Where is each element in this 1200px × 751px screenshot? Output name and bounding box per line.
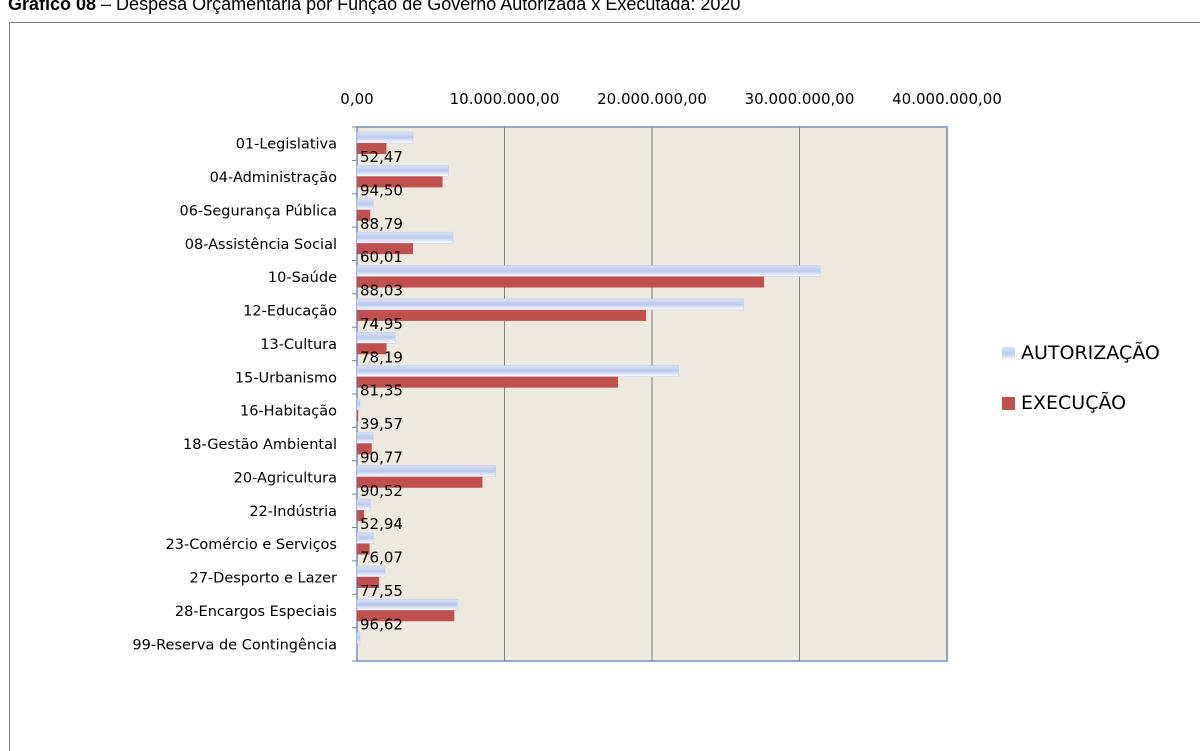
bar-execucao bbox=[357, 443, 372, 455]
category-label: 08-Assistência Social bbox=[185, 237, 337, 253]
category-label: 28-Encargos Especiais bbox=[175, 604, 337, 620]
bars bbox=[356, 131, 821, 644]
bar-autorizacao bbox=[356, 365, 679, 377]
bar-autorizacao bbox=[356, 398, 361, 411]
bar-execucao bbox=[357, 343, 387, 355]
bar-execucao bbox=[357, 243, 414, 255]
category-label: 23-Comércio e Serviços bbox=[166, 537, 337, 553]
bar-autorizacao bbox=[356, 465, 496, 478]
bar-execucao bbox=[357, 276, 765, 288]
data-label: 90,52 bbox=[360, 482, 403, 500]
data-label: 77,55 bbox=[360, 582, 403, 600]
category-label: 20-Agricultura bbox=[234, 470, 337, 486]
bar-autorizacao bbox=[356, 599, 458, 611]
bar-execucao bbox=[357, 410, 359, 422]
data-label: 52,47 bbox=[360, 148, 403, 166]
bar-execucao bbox=[357, 143, 387, 155]
x-tick-label: 0,00 bbox=[340, 90, 373, 108]
category-label: 04-Administração bbox=[210, 170, 338, 186]
data-label: 60,01 bbox=[360, 248, 403, 266]
data-label: 88,79 bbox=[360, 215, 403, 233]
category-label: 10-Saúde bbox=[268, 270, 337, 286]
data-label: 74,95 bbox=[360, 315, 403, 333]
data-label: 90,77 bbox=[360, 448, 403, 466]
data-label: 52,94 bbox=[360, 515, 403, 533]
data-label: 81,35 bbox=[360, 382, 403, 400]
bar-autorizacao bbox=[356, 265, 821, 277]
legend-label: AUTORIZAÇÃO bbox=[1021, 341, 1160, 364]
category-labels: 01-Legislativa 04-Administração 06-Seguran… bbox=[132, 126, 357, 662]
bar-autorizacao bbox=[356, 632, 361, 644]
chart-title-number: Gráfico 08 bbox=[8, 0, 97, 14]
x-tick-label: 20.000.000,00 bbox=[597, 90, 707, 108]
data-label: 76,07 bbox=[360, 549, 403, 567]
grid-lines bbox=[504, 127, 948, 661]
category-label: 27-Desporto e Lazer bbox=[189, 571, 337, 587]
bar-autorizacao bbox=[356, 165, 449, 177]
bar-autorizacao bbox=[356, 332, 396, 344]
bar-autorizacao bbox=[356, 131, 414, 144]
x-tick-label: 30.000.000,00 bbox=[745, 90, 855, 108]
bar-execucao bbox=[357, 543, 370, 555]
bar-autorizacao bbox=[356, 532, 374, 544]
category-label: 99-Reserva de Contingência bbox=[132, 637, 337, 653]
chart-title: Gráfico 08 – Despesa Orçamentária por Fu… bbox=[8, 0, 740, 15]
bar-execucao bbox=[357, 176, 443, 188]
bar-execucao bbox=[357, 376, 619, 388]
chart-title-text: – Despesa Orçamentária por Função de Gov… bbox=[96, 0, 741, 14]
bar-execucao bbox=[357, 610, 455, 622]
x-tick-labels: 0,00 10.000.000,00 20.000.000,00 30.000.000… bbox=[340, 90, 1002, 108]
x-tick-label: 40.000.000,00 bbox=[892, 90, 1002, 108]
x-tick-label: 10.000.000,00 bbox=[450, 90, 560, 108]
legend: AUTORIZAÇÃO EXECUÇÃO bbox=[1002, 341, 1160, 414]
bar-autorizacao bbox=[356, 498, 371, 511]
category-label: 16-Habitação bbox=[240, 404, 337, 420]
data-labels: 52,47 94,50 88,79 60,01 88,03 74,95 78,19 81,35… bbox=[360, 148, 403, 633]
bar-execucao bbox=[357, 510, 365, 522]
category-label: 01-Legislativa bbox=[236, 137, 337, 153]
category-label: 18-Gestão Ambiental bbox=[183, 437, 337, 453]
category-label: 22-Indústria bbox=[249, 504, 337, 520]
data-label: 96,62 bbox=[360, 615, 403, 633]
bar-autorizacao bbox=[356, 298, 744, 311]
bar-execucao bbox=[357, 576, 380, 588]
category-label: 15-Urbanismo bbox=[235, 370, 337, 386]
bar-execucao bbox=[357, 209, 371, 221]
data-label: 39,57 bbox=[360, 415, 403, 433]
category-label: 06-Segurança Pública bbox=[179, 203, 337, 219]
data-label: 94,50 bbox=[360, 181, 403, 199]
data-label: 88,03 bbox=[360, 282, 403, 300]
bar-execucao bbox=[357, 309, 647, 321]
bar-execucao bbox=[357, 476, 483, 488]
bar-autorizacao bbox=[356, 432, 374, 444]
legend-swatch bbox=[1002, 347, 1015, 360]
bar-autorizacao bbox=[356, 231, 454, 244]
category-label: 12-Educação bbox=[243, 304, 337, 320]
legend-label: EXECUÇÃO bbox=[1021, 391, 1126, 414]
data-label: 78,19 bbox=[360, 348, 403, 366]
bar-autorizacao bbox=[356, 198, 374, 211]
category-label: 13-Cultura bbox=[260, 337, 337, 353]
bar-autorizacao bbox=[356, 565, 386, 578]
legend-swatch bbox=[1002, 397, 1015, 410]
